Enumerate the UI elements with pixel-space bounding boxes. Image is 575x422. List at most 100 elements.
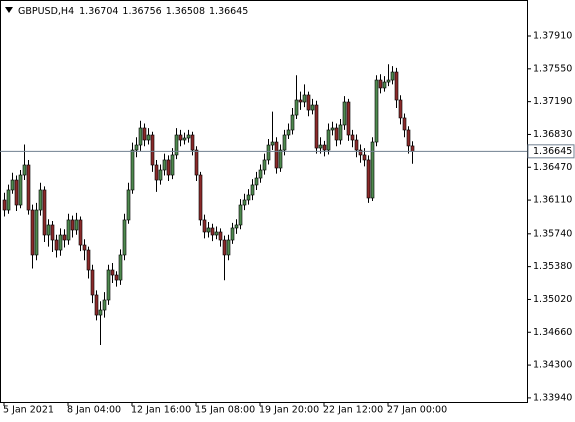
candle-body [210, 227, 215, 236]
candle-body [374, 79, 379, 143]
candle-body [130, 149, 135, 191]
candle-body [302, 94, 307, 103]
plot-frame [0, 0, 528, 403]
candle-body [178, 134, 183, 141]
candle-body [222, 239, 227, 256]
y-tick-label: 1.35020 [533, 294, 572, 305]
candle-body [226, 239, 231, 256]
candle-body [70, 219, 75, 231]
candle-body [138, 127, 143, 146]
current-price-label: 1.36645 [533, 146, 572, 157]
y-tick-label: 1.36110 [533, 195, 572, 206]
candle-body [142, 127, 147, 141]
candle-body [10, 179, 15, 191]
candle-body [342, 101, 347, 126]
candle-body [394, 71, 399, 101]
candle-body [314, 104, 319, 149]
candle-body [154, 164, 159, 181]
candle-body [170, 154, 175, 176]
ohlc-high: 1.36756 [122, 6, 161, 17]
candle-body [306, 94, 311, 111]
candle-body [350, 134, 355, 141]
y-tick-label: 1.33940 [533, 392, 572, 403]
candle-body [354, 139, 359, 151]
candle-body [362, 154, 367, 161]
candle-body [150, 134, 155, 166]
chart-title: GBPUSD,H4 1.36704 1.36756 1.36508 1.36645 [18, 6, 248, 17]
candle-body [98, 309, 103, 316]
candle-body [390, 71, 395, 81]
x-tick-label: 27 Jan 00:00 [387, 405, 447, 416]
candle-body [82, 244, 87, 251]
candle-body [214, 231, 219, 236]
candle-body [366, 159, 371, 199]
ohlc-open: 1.36704 [79, 6, 118, 17]
candle-body [290, 114, 295, 131]
candle-body [74, 219, 79, 231]
candle-body [126, 189, 131, 221]
candle-body [254, 177, 259, 186]
candle-body [18, 174, 23, 206]
candle-body [286, 129, 291, 136]
candle-body [194, 149, 199, 176]
candle-body [298, 99, 303, 103]
candle-body [94, 294, 99, 316]
candle-body [66, 219, 71, 241]
x-tick-label: 8 Jan 04:00 [67, 405, 121, 416]
x-tick-label: 22 Jan 12:00 [323, 405, 383, 416]
candle-body [294, 99, 299, 116]
candle-body [62, 234, 67, 241]
y-tick-label: 1.37550 [533, 63, 572, 74]
candle-body [262, 159, 267, 171]
candle-body [310, 104, 315, 111]
candle-body [166, 159, 171, 176]
ohlc-close: 1.36645 [209, 6, 248, 17]
candle-body [334, 127, 339, 141]
candle-body [186, 134, 191, 139]
candle-body [282, 134, 287, 151]
candle-body [322, 144, 327, 151]
y-tick-label: 1.37190 [533, 96, 572, 107]
candle-body [2, 199, 7, 211]
candle-body [378, 79, 383, 89]
candle-body [134, 144, 139, 151]
candle-body [250, 184, 255, 196]
y-tick-label: 1.36470 [533, 162, 572, 173]
candle-body [318, 144, 323, 149]
candle-body [30, 209, 35, 256]
candle-body [270, 141, 275, 146]
candle-body [338, 124, 343, 141]
candle-body [190, 134, 195, 151]
candle-body [42, 189, 47, 236]
candle-body [370, 141, 375, 199]
candle-body [410, 145, 415, 152]
y-tick-label: 1.37910 [533, 31, 572, 42]
candle-body [330, 127, 335, 131]
candle-body [406, 129, 411, 147]
symbol: GBPUSD,H4 [18, 6, 74, 17]
candle-body [218, 231, 223, 241]
candle-body [358, 149, 363, 156]
ohlc-low: 1.36508 [166, 6, 205, 17]
candle-body [202, 219, 207, 233]
candle-body [386, 79, 391, 83]
menu-triangle[interactable] [5, 7, 13, 13]
candle-body [46, 224, 51, 236]
candle-body [174, 134, 179, 156]
candle-body [106, 269, 111, 301]
candle-body [182, 137, 187, 141]
candle-body [242, 199, 247, 206]
candle-body [50, 224, 55, 241]
y-tick-label: 1.35740 [533, 228, 572, 239]
current-price-box [527, 144, 575, 159]
candle-body [238, 204, 243, 226]
y-tick-label: 1.36830 [533, 129, 572, 140]
x-tick-label: 15 Jan 08:00 [195, 405, 255, 416]
candle-body [230, 227, 235, 241]
candle-body [78, 219, 83, 246]
candle-body [86, 249, 91, 271]
candle-body [158, 169, 163, 181]
candle-body [58, 234, 63, 251]
candle-body [246, 194, 251, 201]
